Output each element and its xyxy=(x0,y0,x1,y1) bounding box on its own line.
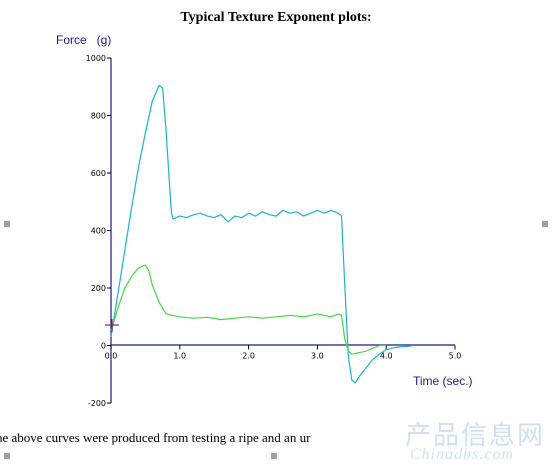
y-tick-label: 800 xyxy=(91,112,106,121)
x-tick-label: 4.0 xyxy=(380,352,393,361)
selection-handle-bottom-left[interactable] xyxy=(4,453,10,459)
y-tick-label: 0 xyxy=(101,342,106,351)
x-axis-title: Time (sec.) xyxy=(413,374,473,388)
y-tick-label: -200 xyxy=(88,399,106,408)
selection-handle-bottom-center[interactable] xyxy=(271,453,277,459)
series-line-1 xyxy=(110,84,414,384)
y-tick-label: 400 xyxy=(91,227,106,236)
x-tick-label: 5.0 xyxy=(449,352,462,361)
caption-label: he above curves were produced from testi… xyxy=(0,430,311,445)
watermark-chinese: 产品信息网 xyxy=(405,421,546,451)
y-axis-title: Force (g) xyxy=(56,33,111,47)
selection-handle-left[interactable] xyxy=(4,221,10,227)
y-tick-label: 600 xyxy=(91,169,106,178)
x-tick-label: 3.0 xyxy=(311,352,324,361)
chart-title: Typical Texture Exponent plots: xyxy=(180,10,372,25)
origin-cursor-icon xyxy=(105,319,119,332)
watermark-english: Chinadbs.com xyxy=(410,446,514,463)
x-tick-label: 1.0 xyxy=(173,352,186,361)
tick-marks: -200 0 200 400 600 800 1000 0.0 1.0 2.0 3.0 4.0 5.0 xyxy=(86,54,462,408)
caption-text: he above curves were produced from testi… xyxy=(0,430,410,446)
x-tick-label: 0.0 xyxy=(105,352,118,361)
series-line-2 xyxy=(110,264,387,355)
selection-handle-right[interactable] xyxy=(542,221,548,227)
y-tick-label: 200 xyxy=(91,284,106,293)
x-tick-label: 2.0 xyxy=(242,352,255,361)
y-tick-label: 1000 xyxy=(86,54,106,63)
series-layer xyxy=(110,84,414,384)
